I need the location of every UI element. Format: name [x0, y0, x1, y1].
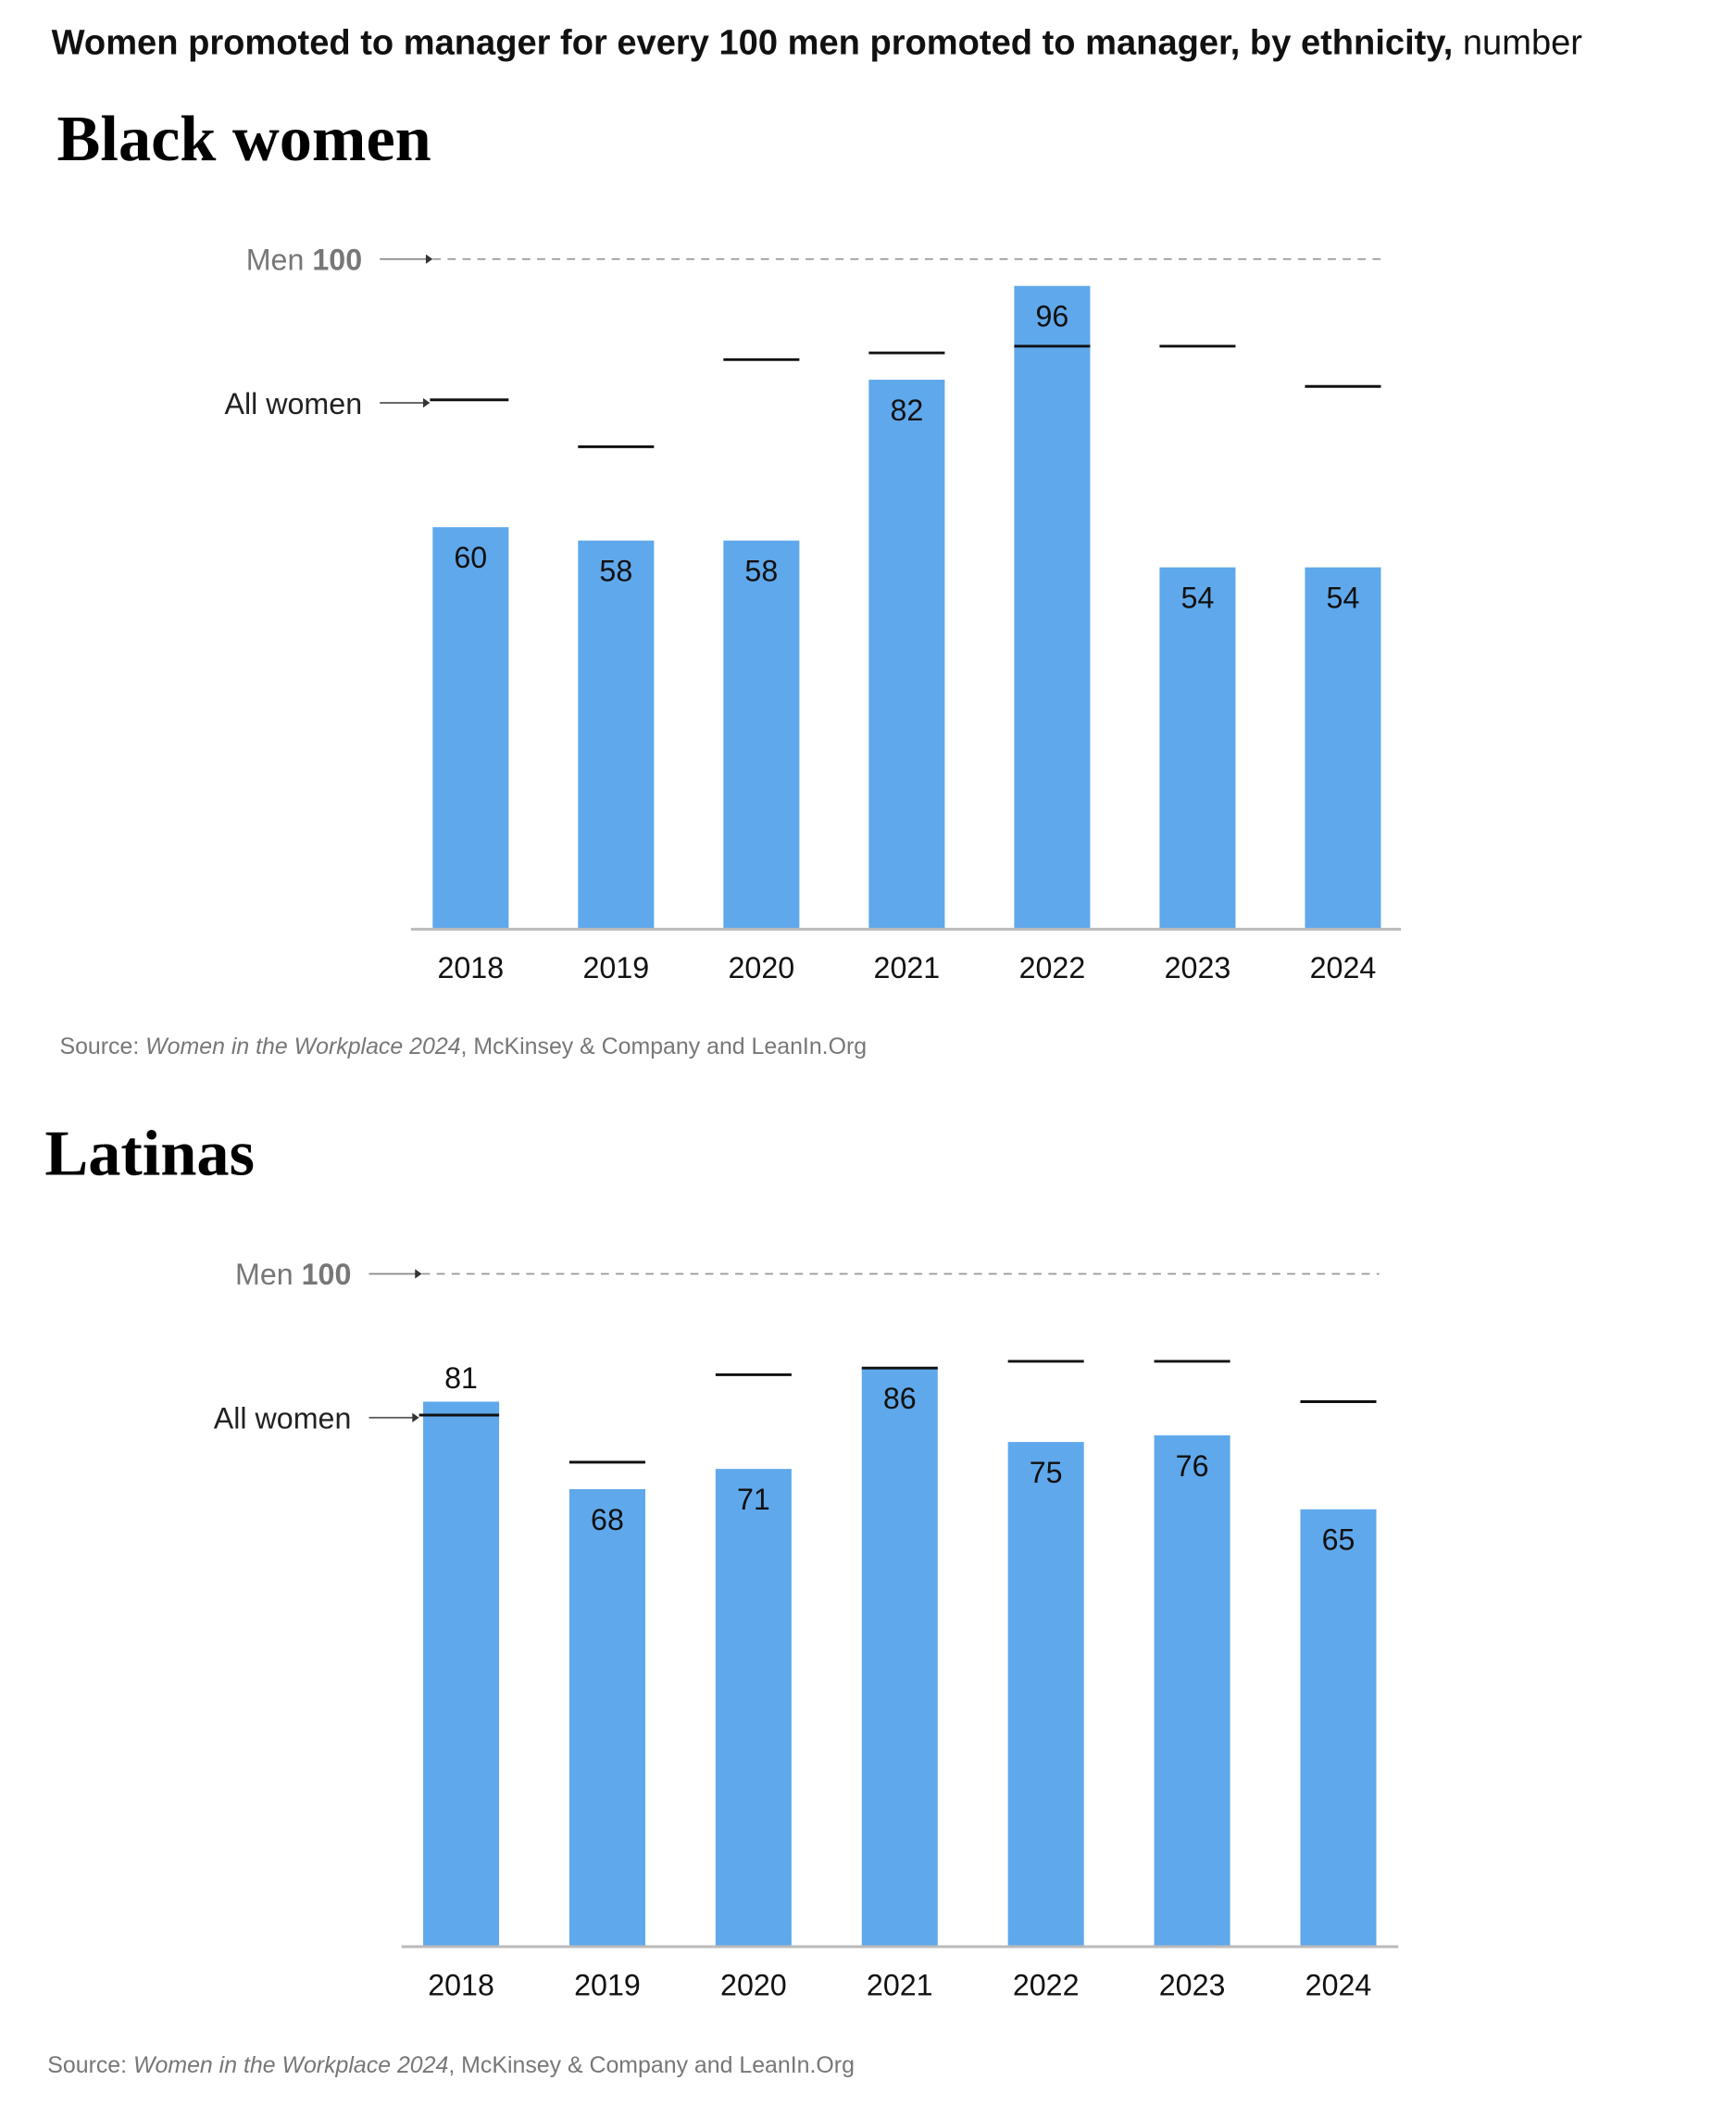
value-label: 68: [591, 1503, 624, 1536]
reference-value: 100: [312, 243, 362, 276]
source-title: Women in the Workplace 2024: [133, 2052, 448, 2078]
bar: [1014, 285, 1091, 930]
value-label: 60: [454, 541, 487, 574]
value-label: 54: [1327, 582, 1360, 615]
reference-name: Men: [246, 243, 305, 276]
x-tick-label: 2019: [574, 1969, 641, 2002]
x-tick-label: 2023: [1165, 951, 1231, 984]
reference-value: 100: [302, 1258, 352, 1291]
bar: [1154, 1435, 1230, 1947]
reference-name: Men: [235, 1258, 293, 1291]
bar: [1305, 567, 1381, 930]
bar: [1159, 567, 1236, 930]
page-title-main: Women promoted to manager for every 100 …: [52, 24, 1454, 63]
page-title: Women promoted to manager for every 100 …: [52, 24, 1583, 63]
page-title-unit: number: [1463, 24, 1582, 63]
bar: [723, 540, 800, 930]
chart-title: Black women: [57, 103, 431, 175]
x-tick-label: 2024: [1310, 951, 1377, 984]
value-label: 75: [1030, 1456, 1063, 1489]
x-tick-label: 2018: [437, 951, 504, 984]
source: Source: Women in the Workplace 2024, McK…: [59, 1034, 867, 1059]
value-label: 58: [599, 555, 632, 588]
value-label: 58: [744, 555, 778, 588]
x-tick-label: 2024: [1305, 1969, 1372, 2002]
x-tick-label: 2018: [428, 1969, 494, 2002]
x-tick-label: 2019: [582, 951, 649, 984]
source-rest: , McKinsey & Company and LeanIn.Org: [461, 1034, 868, 1059]
value-label: 82: [890, 394, 923, 427]
chart-title: Latinas: [44, 1118, 255, 1190]
value-label: 76: [1176, 1449, 1209, 1483]
x-tick-label: 2021: [874, 951, 941, 984]
arrow-head: [425, 254, 433, 264]
value-label: 86: [883, 1382, 917, 1415]
source-rest: , McKinsey & Company and LeanIn.Org: [448, 2052, 855, 2078]
arrow-head: [412, 1412, 419, 1422]
value-label: 54: [1181, 582, 1215, 615]
x-tick-label: 2020: [729, 951, 795, 984]
bar: [423, 1401, 500, 1947]
bar: [568, 1488, 645, 1947]
chart: Black women Men 100 All women 60 2018 58 2019 5…: [57, 103, 1402, 1059]
value-label: 81: [444, 1361, 478, 1395]
source: Source: Women in the Workplace 2024, McK…: [47, 2052, 855, 2078]
source-prefix: Source:: [47, 2052, 127, 2078]
value-label: 65: [1322, 1523, 1355, 1557]
value-label: 96: [1035, 300, 1068, 333]
x-tick-label: 2020: [720, 1969, 787, 2002]
x-tick-label: 2022: [1019, 951, 1086, 984]
chart: Latinas Men 100 All women 81 2018 68 2019 71 202…: [44, 1118, 1399, 2078]
x-tick-label: 2021: [867, 1969, 933, 2002]
source-title: Women in the Workplace 2024: [145, 1034, 460, 1059]
x-tick-label: 2023: [1159, 1969, 1226, 2002]
bar: [432, 527, 509, 930]
benchmark-label: All women: [225, 387, 363, 420]
bar: [861, 1368, 938, 1947]
bar: [578, 540, 655, 930]
bar: [1300, 1509, 1377, 1947]
reference-label: Men 100: [235, 1258, 351, 1291]
arrow-head: [415, 1269, 422, 1279]
x-tick-label: 2022: [1013, 1969, 1080, 2002]
bar: [715, 1469, 792, 1947]
bar: [868, 380, 945, 930]
benchmark-label: All women: [214, 1401, 352, 1435]
reference-label: Men 100: [246, 243, 362, 276]
arrow-head: [423, 397, 431, 408]
source-prefix: Source:: [59, 1034, 139, 1059]
value-label: 71: [737, 1483, 770, 1516]
bar: [1007, 1442, 1084, 1947]
